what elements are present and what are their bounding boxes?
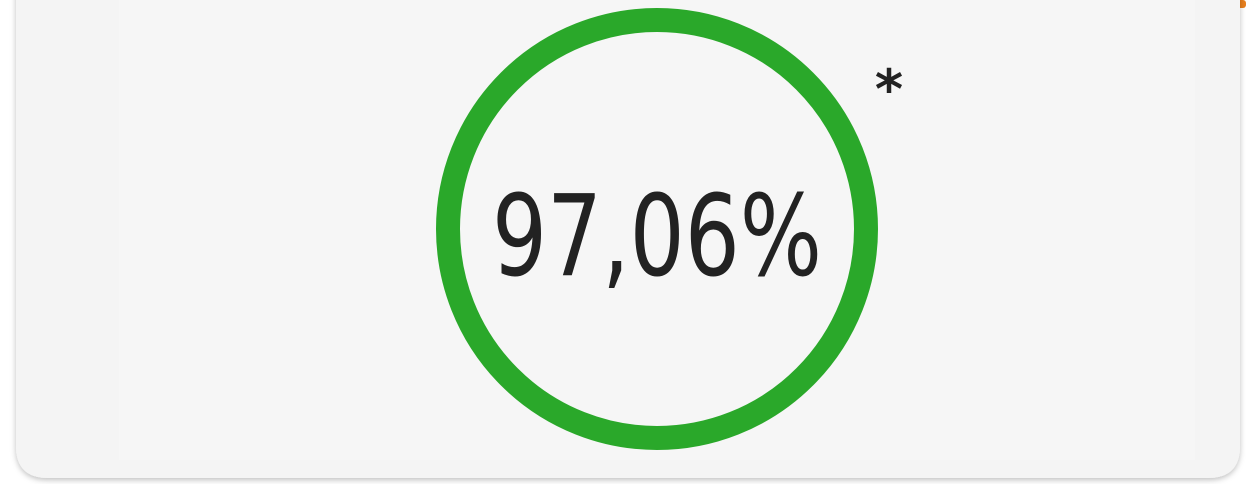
panel <box>119 0 1195 460</box>
percentage: 97,06% <box>492 172 822 302</box>
footnote-mark: * <box>875 58 903 121</box>
ring <box>436 8 878 450</box>
